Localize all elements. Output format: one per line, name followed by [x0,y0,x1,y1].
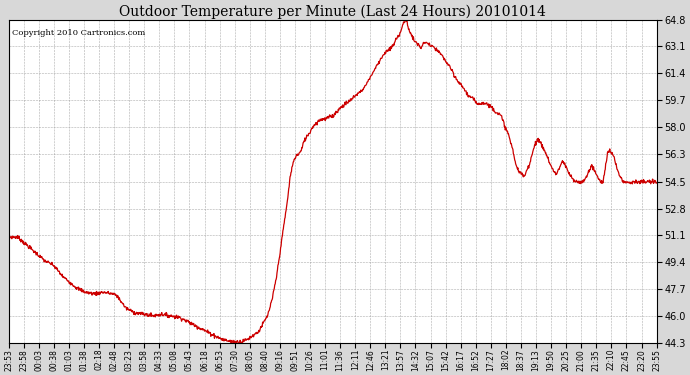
Title: Outdoor Temperature per Minute (Last 24 Hours) 20101014: Outdoor Temperature per Minute (Last 24 … [119,4,546,18]
Text: Copyright 2010 Cartronics.com: Copyright 2010 Cartronics.com [12,29,145,38]
